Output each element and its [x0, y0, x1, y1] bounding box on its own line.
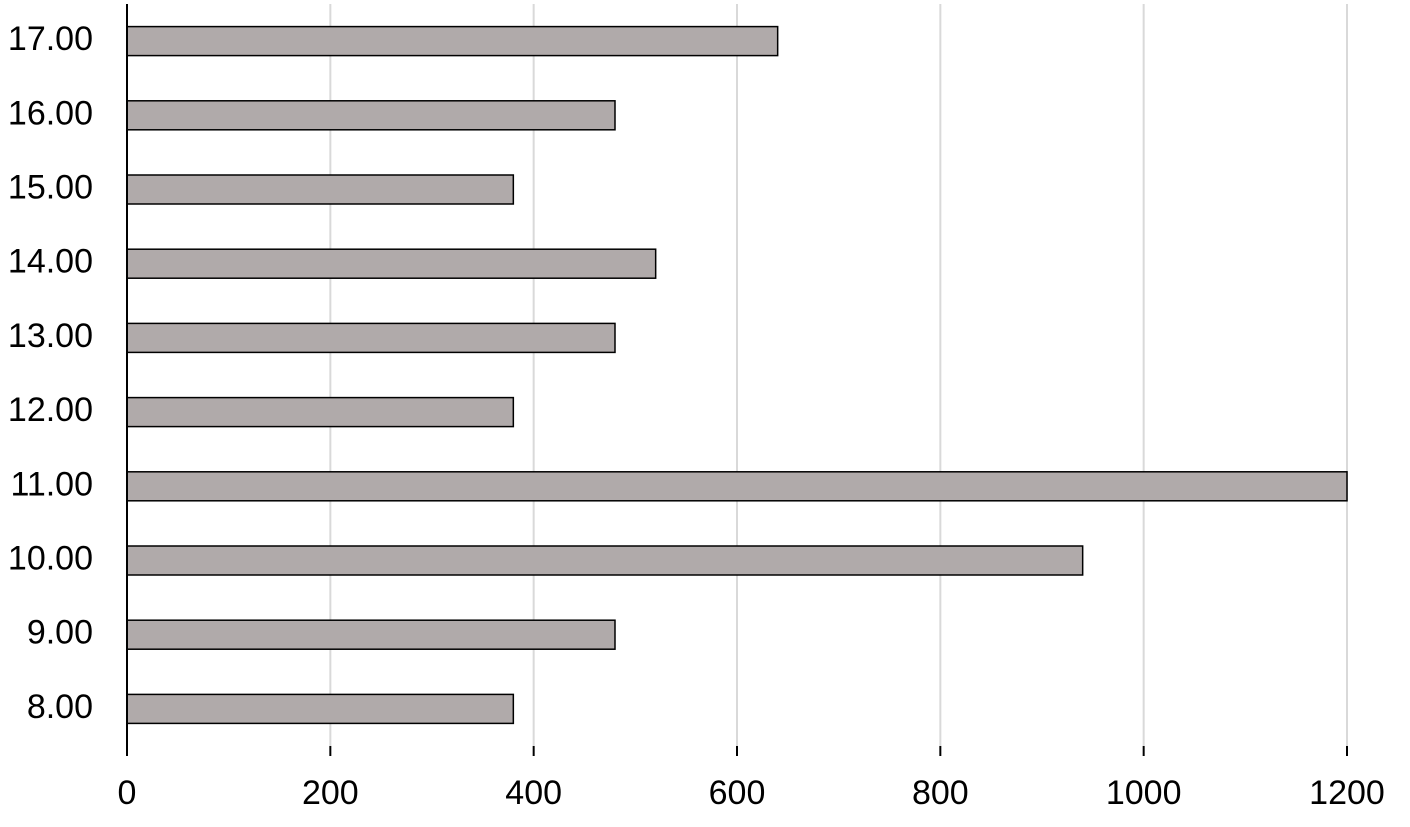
bar — [126, 248, 657, 279]
y-tick-label: 15.00 — [8, 168, 93, 206]
bar — [126, 25, 779, 57]
y-tick-label: 11.00 — [10, 465, 93, 503]
y-tick-label: 17.00 — [8, 20, 93, 58]
bar — [126, 471, 1348, 502]
x-tick-label: 600 — [709, 774, 766, 812]
x-tick-label: 200 — [302, 774, 359, 812]
x-tick-label: 400 — [505, 774, 562, 812]
bar — [126, 174, 515, 205]
x-tick-label: 800 — [912, 774, 969, 812]
bar — [126, 100, 616, 131]
y-tick-label: 10.00 — [8, 539, 93, 577]
bar — [126, 619, 616, 650]
y-tick-label: 8.00 — [27, 688, 93, 726]
y-tick-label: 16.00 — [8, 94, 93, 132]
x-tick-label: 0 — [118, 774, 137, 812]
bar — [126, 545, 1084, 576]
bar — [126, 322, 616, 354]
y-tick-label: 12.00 — [8, 391, 93, 429]
y-tick-label: 14.00 — [8, 243, 93, 281]
y-tick-label: 13.00 — [8, 317, 93, 355]
x-tick-label: 1000 — [1106, 774, 1182, 812]
bar — [126, 693, 515, 725]
x-tick-label: 1200 — [1309, 774, 1385, 812]
y-tick-label: 9.00 — [27, 614, 93, 652]
bar — [126, 396, 515, 428]
